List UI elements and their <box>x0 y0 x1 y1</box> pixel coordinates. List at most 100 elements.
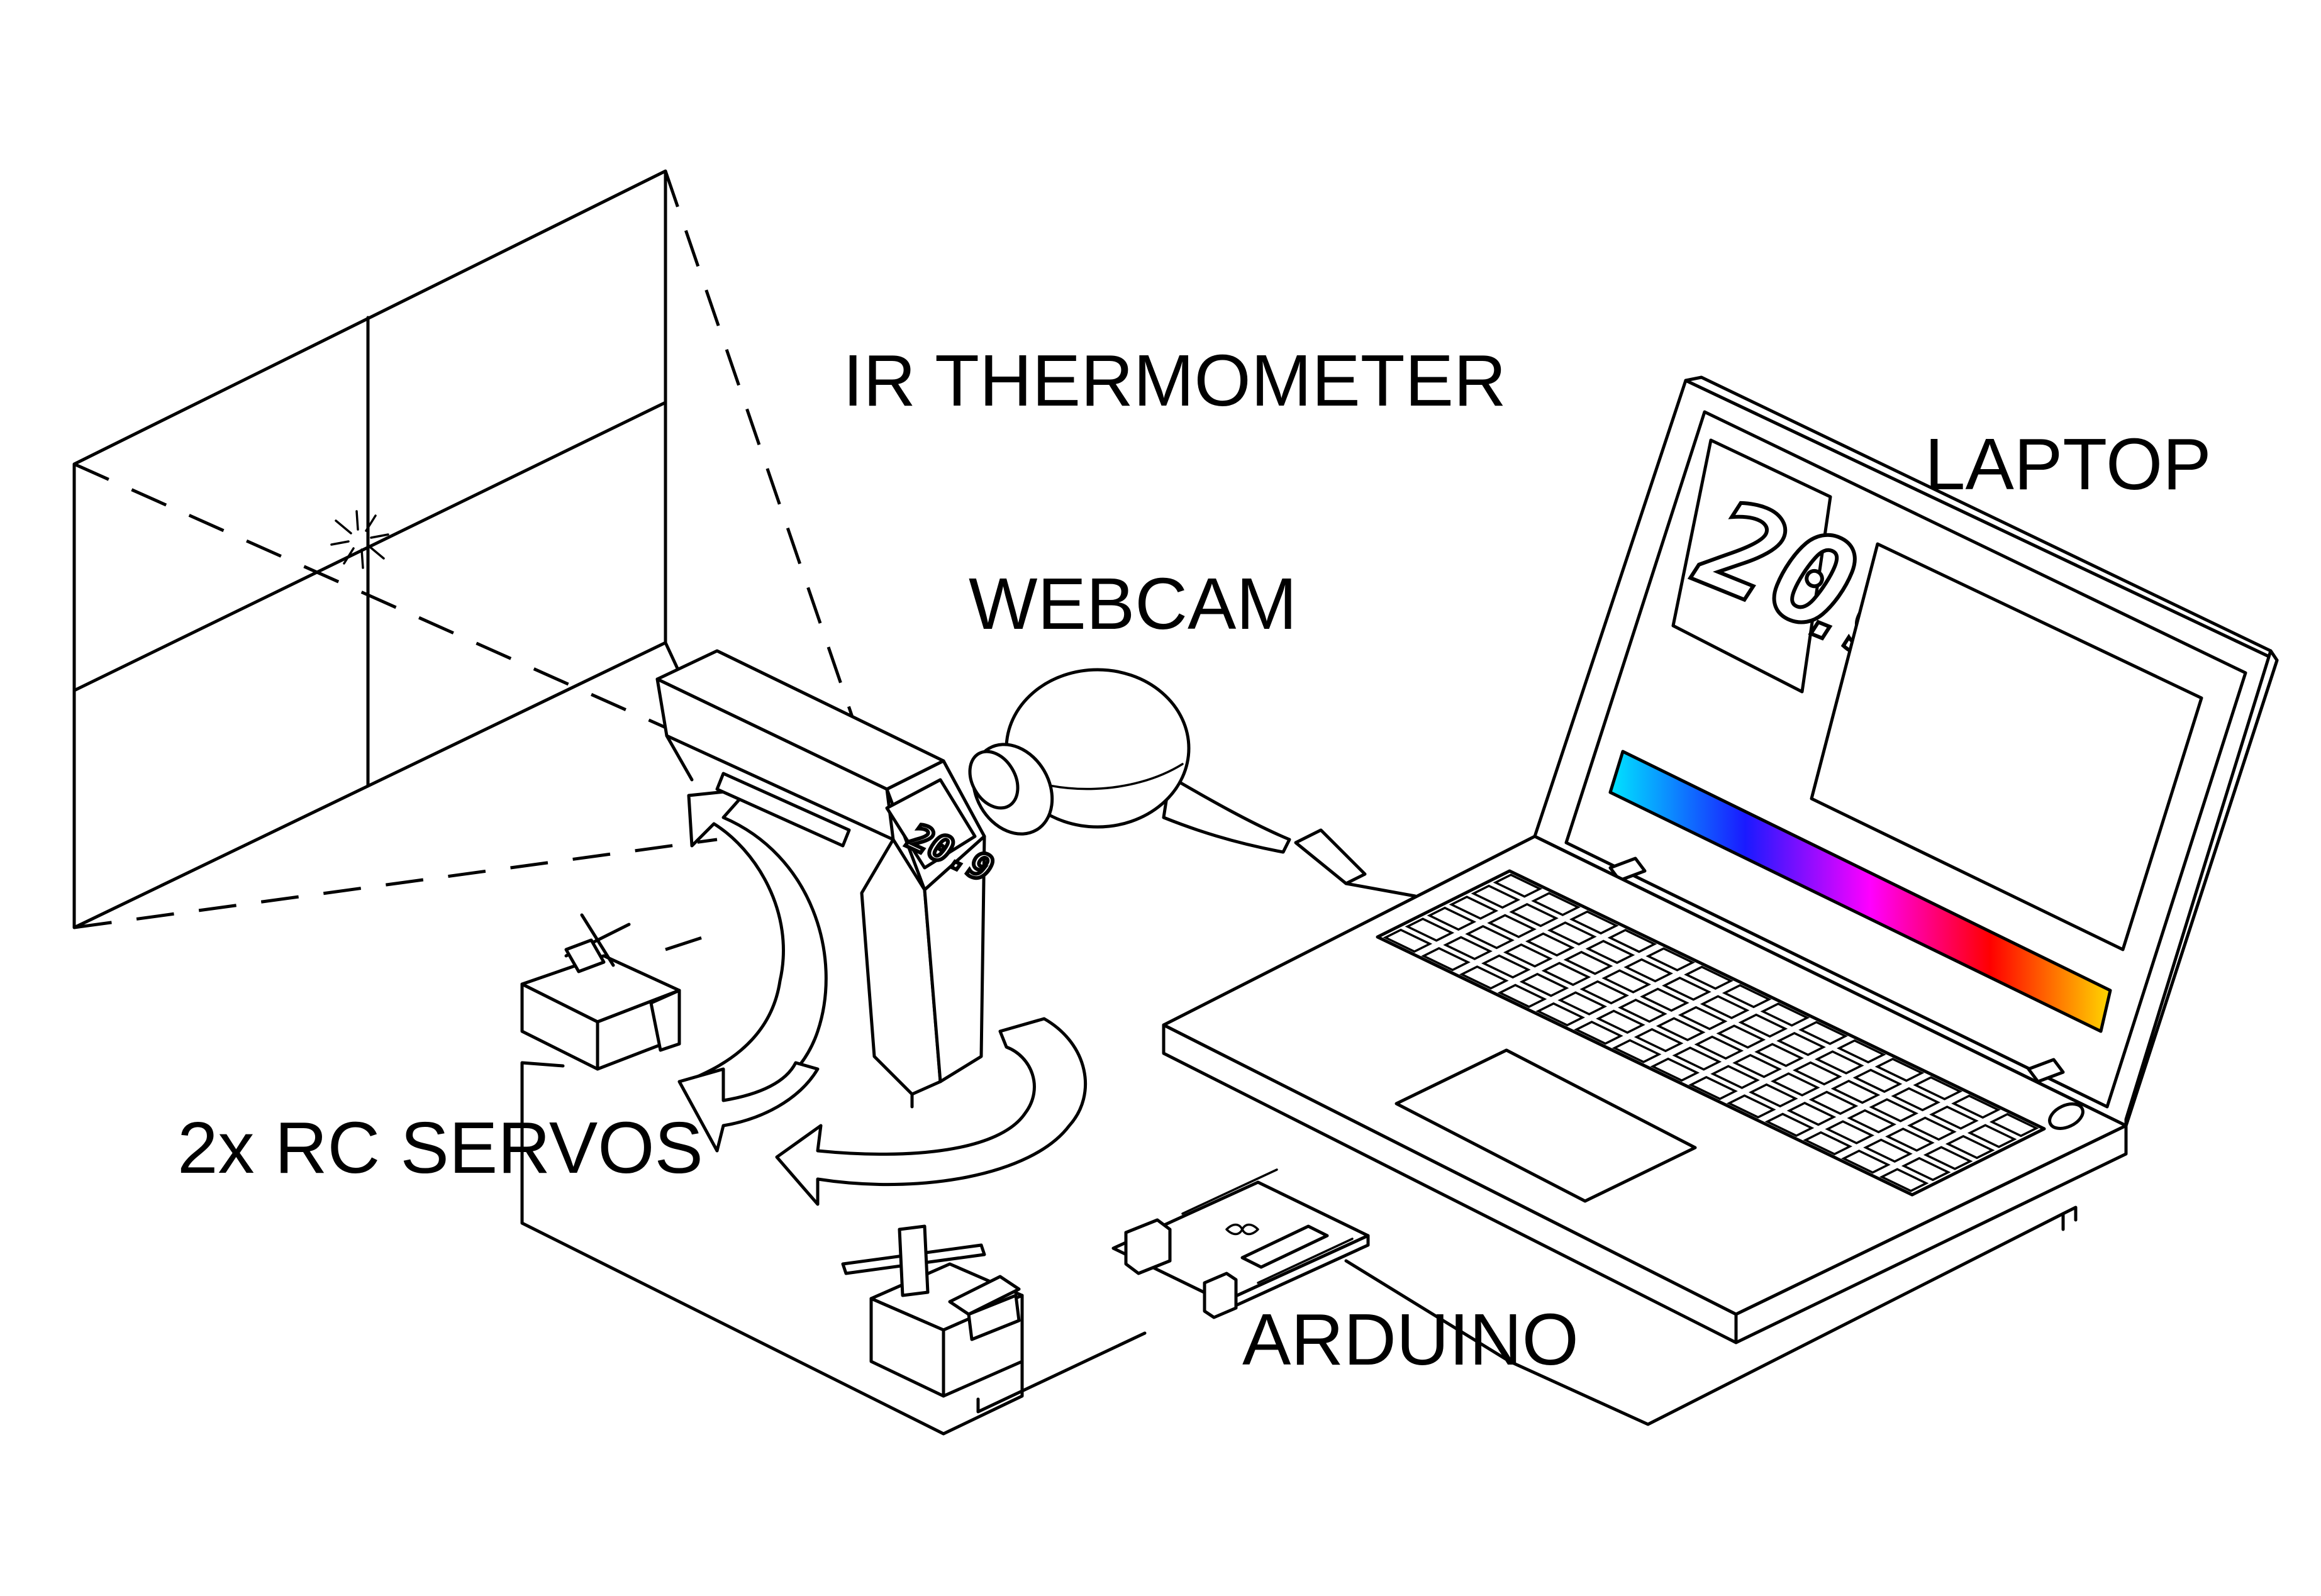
keyboard-key <box>1776 1031 1826 1056</box>
keyboard-key <box>1891 1087 1941 1112</box>
scene-panel-outline <box>72 169 667 929</box>
keyboard-key <box>1481 954 1531 979</box>
keyboard-key <box>1650 1057 1700 1082</box>
keyboard-key <box>1547 921 1597 946</box>
keyboard-key <box>1989 1112 2039 1138</box>
keyboard-key <box>1427 906 1477 931</box>
keyboard-key <box>1716 1024 1766 1049</box>
ir-thermometer: 20.9 <box>655 649 1001 1096</box>
laptop-base-side <box>1734 1124 2128 1344</box>
keyboard-key <box>1531 892 1581 916</box>
pan-servo-mount <box>948 1275 1021 1316</box>
keyboard-key <box>1497 984 1547 1008</box>
keyboard-key <box>1618 999 1667 1023</box>
arduino-power-jack <box>1203 1272 1238 1319</box>
arduino-usb-port <box>1124 1218 1172 1275</box>
arduino-usb-cable <box>1344 1212 2065 1426</box>
keyboard-key <box>1585 939 1635 964</box>
keyboard-key <box>1951 1094 2001 1119</box>
pan-servo-cable <box>976 1331 1147 1414</box>
keyboard-key <box>1722 984 1772 1009</box>
keyboard-key <box>1792 1061 1842 1086</box>
keyboard-key <box>1913 1076 1963 1100</box>
screen-readout-box <box>1671 438 1832 694</box>
arduino-chip <box>1240 1224 1329 1269</box>
keyboard-key <box>1825 1120 1875 1144</box>
laptop: 20 .9 <box>1162 375 2279 1344</box>
arduino-header-b <box>1257 1238 1354 1284</box>
keyboard-key <box>1672 1046 1722 1071</box>
arduino-logo-icon <box>1225 1223 1259 1236</box>
label-ir-thermometer: IR THERMOMETER <box>843 340 1506 421</box>
laptop-keyboard <box>1376 869 2046 1197</box>
keyboard-key <box>1798 1021 1848 1045</box>
keyboard-key <box>1465 924 1515 950</box>
keyboard-key <box>1738 1013 1788 1038</box>
scene-panel <box>72 169 667 929</box>
keyboard-key <box>1569 910 1619 935</box>
keyboard-key <box>1503 943 1553 968</box>
keyboard-key <box>1852 1068 1903 1093</box>
keyboard-key <box>1923 1146 1973 1170</box>
webcam <box>968 668 1367 885</box>
keyboard-key <box>1808 1090 1859 1115</box>
keyboard-key <box>1443 936 1493 960</box>
keyboard-key <box>1487 914 1537 938</box>
tilt-servo-tab <box>649 989 681 1052</box>
keyboard-key <box>1449 895 1499 920</box>
keyboard-key <box>1967 1124 2017 1148</box>
keyboard-key <box>1678 1006 1728 1031</box>
keyboard-key <box>1732 1053 1782 1078</box>
cables <box>520 882 2078 1436</box>
label-arduino: ARDUINO <box>1242 1299 1579 1380</box>
keyboard-key <box>1869 1098 1919 1122</box>
keyboard-key <box>1579 980 1630 1005</box>
keyboard-key <box>1574 1021 1623 1045</box>
laptop-screen <box>1564 410 2247 1109</box>
keyboard-key <box>1656 1017 1706 1041</box>
webcam-lens <box>968 750 1020 810</box>
keyboard-key <box>1405 917 1455 942</box>
keyboard-key <box>1611 1039 1662 1063</box>
pan-servo <box>841 1224 1024 1398</box>
screen-video-window <box>1810 542 2203 951</box>
tilt-servo <box>520 913 681 1071</box>
thermometer-handle-side <box>923 834 986 1083</box>
laptop-trackpad <box>1394 1048 1697 1203</box>
keyboard-key <box>1710 1065 1760 1089</box>
keyboard-key <box>1535 1002 1586 1027</box>
keyboard-key <box>1885 1128 1935 1152</box>
keyboard-key <box>1847 1109 1897 1134</box>
laptop-lid-side-edge <box>2124 649 2279 1128</box>
keyboard-key <box>1754 1043 1804 1067</box>
pan-servo-tab <box>967 1294 1021 1341</box>
laptop-power-button <box>2048 1102 2084 1130</box>
keyboard-key <box>1471 884 1521 909</box>
keyboard-key <box>1863 1138 1913 1163</box>
keyboard-key <box>1684 965 1734 990</box>
keyboard-key <box>1700 995 1750 1019</box>
keyboard-key <box>1748 1083 1798 1108</box>
thermometer-edge <box>665 734 694 782</box>
keyboard-key <box>1640 987 1689 1012</box>
keyboard-key <box>1525 932 1575 957</box>
keyboard-key <box>1634 1028 1684 1053</box>
keyboard-key <box>1509 902 1559 928</box>
label-rc-servos: 2x RC SERVOS <box>177 1107 703 1189</box>
label-laptop: LAPTOP <box>1925 423 2212 505</box>
webcam-cable <box>1344 882 1417 898</box>
keyboard-key <box>1662 977 1712 1001</box>
screen-colormap-bar <box>1608 750 2112 1033</box>
keyboard-key <box>1493 873 1543 898</box>
webcam-cable-end <box>1294 828 1367 885</box>
keyboard-key <box>1786 1102 1837 1126</box>
keyboard-key <box>1601 969 1652 994</box>
keyboard-key <box>1841 1150 1891 1174</box>
webcam-neck <box>1162 775 1291 854</box>
keyboard-key <box>1760 1002 1810 1027</box>
keyboard-key <box>1764 1112 1815 1137</box>
keyboard-key <box>1726 1094 1776 1119</box>
keyboard-key <box>1541 961 1591 986</box>
